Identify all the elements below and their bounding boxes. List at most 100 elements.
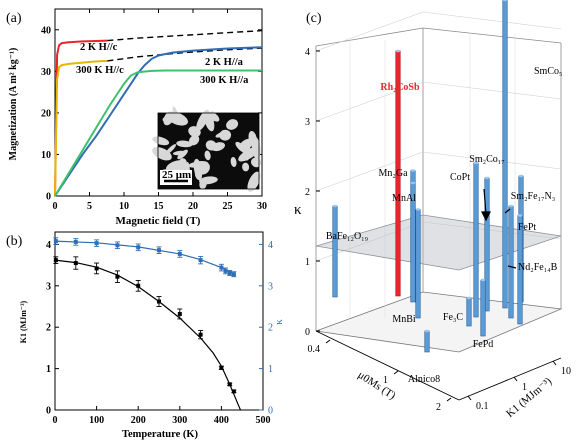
bar-top	[395, 49, 401, 53]
bar-label-fec: Fe₃C	[443, 312, 463, 323]
domain-blob	[162, 116, 174, 124]
bar-label-smfen: Sm₂Fe₁₇N₃	[511, 191, 556, 202]
x-tick-label: 0	[53, 201, 58, 212]
bar-top	[517, 214, 523, 217]
data-point-kappa	[223, 268, 228, 273]
panel-c-kappa-label: κ	[294, 202, 302, 218]
domain-blob	[205, 140, 217, 151]
x-tick-label: 25	[223, 201, 233, 212]
panel-a: (a) 0 10 20 30 40 0 5 10 15 20 25 30 Magnetic fiel…	[6, 8, 267, 227]
data-point-k1	[219, 365, 224, 370]
panel-b-right-y-ticks: 0 1 2 3 4	[259, 240, 273, 417]
bar-alnico8	[424, 330, 430, 353]
panel-c-kappa-ticks: 0 1 2 3 4	[305, 47, 320, 338]
series-line-300k-a	[54, 69, 262, 197]
domain-blob	[196, 109, 210, 132]
bar-top	[332, 204, 338, 208]
x-tick-label: 100	[89, 415, 104, 426]
x-tick-label: 500	[256, 415, 271, 426]
domain-blob	[152, 136, 170, 146]
bar-top	[410, 169, 416, 172]
panel-c-ms-ticks: 0.4 1 2	[308, 339, 452, 413]
right-y-tick-label: 1	[268, 364, 273, 375]
domain-blob	[165, 160, 185, 172]
panel-b-plot-frame	[54, 231, 264, 411]
grid-line	[315, 11, 424, 52]
panel-b-series	[53, 237, 242, 411]
panel-c-k1-axis	[458, 357, 562, 401]
data-point-k1	[115, 274, 120, 279]
panel-c-ms-axis	[315, 330, 460, 401]
bar-label-fept: FePt	[518, 222, 537, 233]
k1-tick-label: 1	[522, 382, 527, 393]
y-tick-label: 40	[41, 25, 51, 36]
panel-b-left-y-label: K1 (MJm⁻³)	[19, 300, 28, 343]
bar-label-smco: Sm₂Co₁₇	[469, 154, 504, 165]
bar-top	[473, 161, 479, 165]
bar-fept	[508, 205, 514, 319]
panel-b-right-y-label: κ	[273, 319, 285, 325]
y-tick-label: 1	[46, 364, 51, 375]
y-tick-label: 2	[46, 323, 51, 334]
data-point-k1	[136, 283, 141, 288]
domain-blob	[230, 156, 237, 168]
bar-top	[484, 176, 490, 180]
panel-a-series	[54, 29, 263, 197]
panel-c-grid	[315, 11, 562, 318]
bar-label-smco: SmCo₅	[534, 66, 563, 77]
annotation-300k-a: 300 K H//a	[200, 75, 249, 86]
domain-blob	[242, 162, 250, 172]
z-tick-label: 3	[305, 117, 310, 128]
panel-c: (c) 0 1 2 3 4 κ SmCo₅ Rh₂CoSb Mn₂Ga MnAl CoPt Sm₂…	[294, 0, 571, 420]
panel-c-bar-labels: SmCo₅ Rh₂CoSb Mn₂Ga MnAl CoPt Sm₂Co₁₇ Sm₂Fe₁₇N…	[326, 66, 563, 385]
ms-tick	[446, 397, 452, 402]
bar-top	[518, 174, 524, 178]
panel-c-ms-label: μ0Ms (T)	[356, 369, 398, 402]
ms-tick	[393, 370, 399, 375]
bar-copt	[473, 162, 479, 318]
y-tick-label: 3	[46, 281, 51, 292]
data-point-k1	[94, 266, 99, 271]
fit-line-k1-fit	[54, 259, 242, 411]
bar-mnbi	[415, 209, 421, 319]
bar-label-ndfeb: Nd₂Fe₁₄B	[518, 262, 558, 273]
panel-b-left-y-ticks: 0 1 2 3 4	[46, 240, 59, 417]
bar-label-rhcosb: Rh₂CoSb	[380, 82, 420, 93]
series-line-2k-c-ext	[107, 29, 263, 42]
bar-label-mnga: Mn₂Ga	[378, 168, 408, 179]
x-tick-label: 5	[87, 201, 92, 212]
y-tick-label: 20	[41, 108, 51, 119]
domain-blob	[247, 171, 261, 192]
domain-blob	[176, 140, 193, 148]
ms-tick-label: 1	[383, 375, 388, 386]
data-point-k1	[231, 389, 236, 394]
k1-tick-label: 0.1	[476, 401, 489, 412]
domain-micrograph-inset: 25 μm	[152, 106, 262, 192]
y-tick-label: 0	[46, 406, 51, 417]
grid-line	[315, 81, 424, 122]
bar-label-alnico8: Alnico8	[408, 374, 440, 385]
x-tick-label: 20	[188, 201, 198, 212]
right-y-tick-label: 4	[268, 240, 273, 251]
x-tick-label: 0	[53, 415, 58, 426]
panel-c-bars	[332, 0, 524, 353]
annotation-2k-a: 2 K H//a	[205, 57, 244, 68]
ms-tick-label: 2	[436, 402, 441, 413]
data-point-kappa	[227, 270, 232, 275]
right-y-tick-label: 2	[268, 323, 273, 334]
scale-bar-label: 25 μm	[162, 169, 191, 181]
grid-line	[422, 11, 562, 30]
bar-fec	[466, 297, 472, 327]
panel-b-x-label: Temperature (K)	[122, 429, 199, 440]
domain-blob	[152, 146, 172, 161]
x-tick-label: 400	[214, 415, 229, 426]
bar-top	[424, 329, 430, 333]
panel-a-label: (a)	[6, 11, 22, 26]
ms-tick	[325, 339, 331, 344]
annotation-2k-c: 2 K H//c	[80, 42, 118, 53]
panel-c-k1-ticks: 0.1 1 10	[467, 360, 571, 412]
domain-blob	[238, 138, 253, 152]
bar-top	[502, 0, 508, 2]
bar-top	[480, 278, 486, 282]
